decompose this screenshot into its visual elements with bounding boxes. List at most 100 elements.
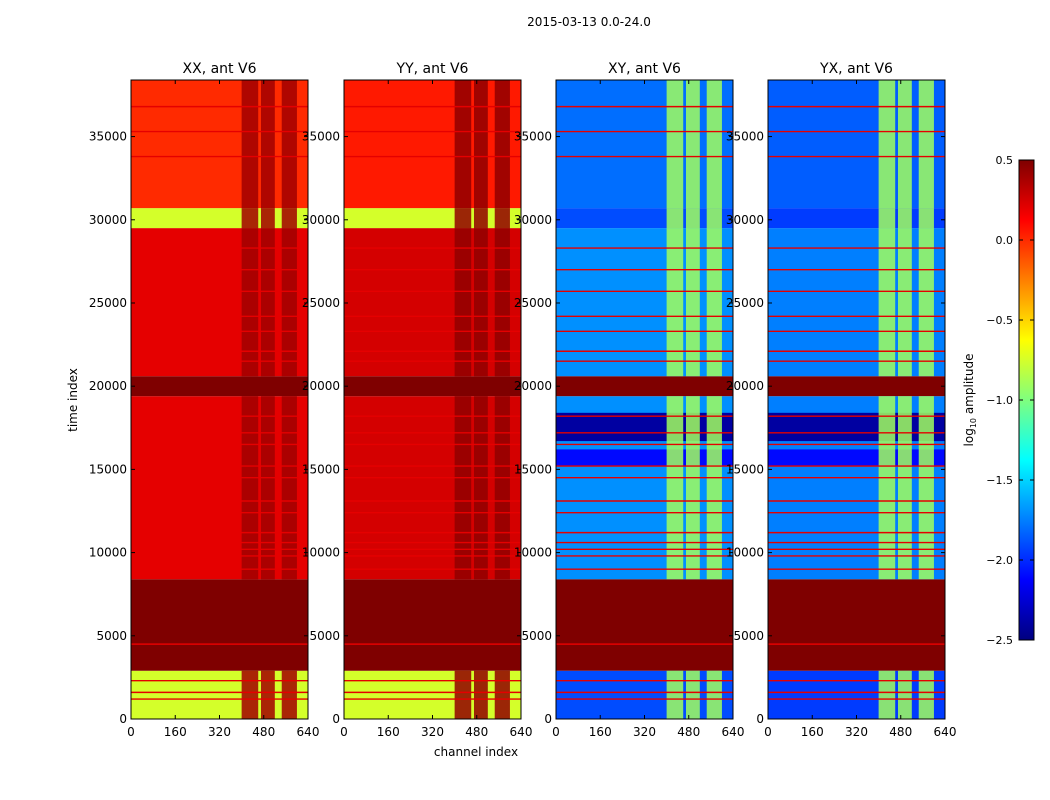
time-segment [768,579,945,671]
rfi-column [918,396,934,580]
rfi-column [897,80,912,209]
rfi-column [706,228,722,377]
time-segment [344,396,521,580]
rfi-column [473,208,488,229]
x-axis-label: channel index [434,745,518,759]
time-segment [131,228,308,377]
y-tick-label: 30000 [726,213,764,227]
y-tick-label: 10000 [89,546,127,560]
x-tick-label: 160 [377,725,400,739]
rfi-column [878,396,896,580]
rfi-column [706,670,722,719]
time-segment [768,208,945,229]
rfi-column [666,228,684,377]
panel-title: YX, ant V6 [819,61,893,77]
time-segment [768,670,945,719]
x-tick-label: 0 [127,725,135,739]
rfi-column [918,80,934,209]
time-segment [344,228,521,377]
time-segment [131,670,308,719]
low-band [556,449,733,467]
y-tick-label: 10000 [726,546,764,560]
rfi-column [281,228,297,377]
rfi-column [918,228,934,377]
y-tick-label: 30000 [514,213,552,227]
x-tick-label: 0 [340,725,348,739]
colorbar-tick-label: −0.5 [986,314,1013,327]
x-tick-label: 640 [934,725,957,739]
time-segment [556,80,733,209]
y-tick-label: 35000 [726,130,764,144]
rfi-column [241,396,259,580]
y-tick-label: 25000 [726,296,764,310]
y-tick-label: 5000 [521,629,552,643]
y-tick-label: 15000 [514,462,552,476]
time-segment [556,376,733,397]
x-tick-label: 0 [764,725,772,739]
colorbar: 0.5 0.0 −0.5 −1.0 −1.5 −2.0 −2.5 log10 amplitu… [962,154,1035,647]
time-segment [344,208,521,229]
x-tick-label: 640 [510,725,533,739]
rfi-column [454,208,472,229]
rfi-column [494,396,510,580]
panel-yx: YX, ant V6 0 160 320 480 640 0 5000 10000 15000 20… [726,61,957,739]
rfi-column [281,396,297,580]
rfi-column [241,80,259,209]
rfi-column [260,228,275,377]
x-tick-label: 640 [722,725,745,739]
panel-title: XY, ant V6 [608,61,681,77]
rfi-column [685,396,700,580]
y-tick-label: 5000 [309,629,340,643]
rfi-column [454,80,472,209]
rfi-column [706,80,722,209]
y-tick-label: 15000 [89,462,127,476]
colorbar-label: log10 amplitude [962,354,978,447]
y-tick-label: 30000 [302,213,340,227]
time-segment [344,670,521,719]
y-tick-label: 20000 [514,379,552,393]
rfi-column [706,208,722,229]
y-tick-label: 25000 [89,296,127,310]
time-segment [131,80,308,209]
rfi-column [281,670,297,719]
y-axis-label: time index [66,368,80,432]
panel-title: XX, ant V6 [183,61,257,77]
panel-title: YY, ant V6 [396,61,469,77]
x-tick-label: 480 [677,725,700,739]
rfi-column [241,228,259,377]
rfi-column [666,670,684,719]
rfi-column [473,670,488,719]
heatmap-body [344,80,521,719]
time-segment [131,396,308,580]
rfi-column [897,396,912,580]
y-tick-label: 25000 [514,296,552,310]
heatmap-body [768,80,945,719]
y-tick-label: 0 [544,712,552,726]
rfi-column [666,208,684,229]
rfi-column [494,228,510,377]
rfi-column [454,670,472,719]
rfi-column [241,208,259,229]
heatmap-body [131,80,308,719]
low-band [768,449,945,467]
low-band [768,412,945,442]
time-segment [131,208,308,229]
colorbar-tick-label: −1.5 [986,474,1013,487]
low-band [556,412,733,442]
y-tick-label: 5000 [733,629,764,643]
figure-suptitle: 2015-03-13 0.0-24.0 [527,15,651,29]
x-tick-label: 320 [421,725,444,739]
x-tick-label: 320 [845,725,868,739]
rfi-column [897,670,912,719]
y-tick-label: 15000 [726,462,764,476]
rfi-column [260,670,275,719]
panels-group: XX, ant V6 0 160 320 480 640 0 5000 10000 15000 20… [89,61,957,739]
x-tick-label: 480 [465,725,488,739]
rfi-column [706,396,722,580]
rfi-column [666,396,684,580]
rfi-column [241,670,259,719]
y-tick-label: 5000 [96,629,127,643]
time-segment [344,376,521,397]
y-tick-label: 20000 [89,379,127,393]
